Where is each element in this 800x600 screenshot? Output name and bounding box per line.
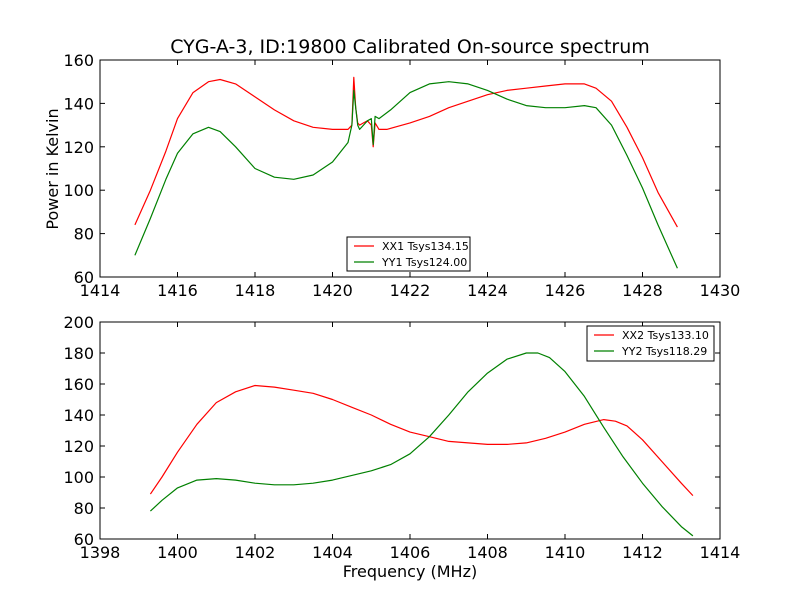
x-tick-label: 1418 — [235, 281, 276, 300]
y-axis-title-top: Power in Kelvin — [43, 108, 62, 229]
x-tick-label: 1414 — [80, 281, 121, 300]
x-tick-label: 1420 — [312, 281, 353, 300]
x-tick-label: 1402 — [235, 543, 276, 562]
x-tick-label: 1428 — [622, 281, 663, 300]
x-tick-label: 1404 — [312, 543, 353, 562]
legend-label: XX1 Tsys134.15 — [382, 240, 469, 253]
series-line-xx — [134, 76, 678, 228]
series-line-xx — [149, 384, 694, 497]
series-line-yy — [149, 352, 694, 537]
x-tick-label: 1414 — [700, 543, 741, 562]
y-tick-label: 100 — [63, 468, 94, 487]
x-tick-label: 1416 — [157, 281, 198, 300]
y-tick-label: 120 — [63, 138, 94, 157]
x-tick-label: 1426 — [545, 281, 586, 300]
y-tick-label: 100 — [63, 181, 94, 200]
y-tick-label: 200 — [63, 313, 94, 332]
x-tick-label: 1408 — [467, 543, 508, 562]
y-tick-label: 180 — [63, 344, 94, 363]
y-tick-label: 60 — [74, 530, 94, 549]
x-tick-label: 1430 — [700, 281, 741, 300]
y-tick-label: 120 — [63, 437, 94, 456]
y-tick-label: 140 — [63, 94, 94, 113]
x-axis-title-bottom: Frequency (MHz) — [343, 562, 477, 581]
x-tick-label: 1424 — [467, 281, 508, 300]
legend-box — [586, 325, 715, 362]
legend-label: XX2 Tsys133.10 — [622, 329, 709, 342]
series-line-yy — [134, 81, 678, 269]
x-tick-label: 1400 — [157, 543, 198, 562]
y-tick-label: 80 — [74, 499, 94, 518]
bottom-panel: 1398 1400 1402 1404 1406 1408 1410 1412 1414 60 80… — [63, 313, 740, 562]
legend: XX1 Tsys134.15 YY1 Tsys124.00 — [346, 236, 471, 272]
x-tick-label: 1398 — [80, 543, 121, 562]
legend-box — [346, 236, 471, 272]
y-tick-label: 160 — [63, 375, 94, 394]
legend-label: YY1 Tsys124.00 — [381, 256, 467, 269]
x-tick-label: 1406 — [390, 543, 431, 562]
legend: XX2 Tsys133.10 YY2 Tsys118.29 — [586, 325, 715, 362]
top-panel: 1414 1416 1418 1420 1422 1424 1426 1428 1430 60 80… — [63, 51, 740, 300]
y-tick-label: 160 — [63, 51, 94, 70]
chart-title: CYG-A-3, ID:19800 Calibrated On-source s… — [170, 36, 650, 58]
y-tick-label: 80 — [74, 225, 94, 244]
y-tick-label: 140 — [63, 406, 94, 425]
x-tick-label: 1412 — [622, 543, 663, 562]
x-tick-label: 1422 — [390, 281, 431, 300]
y-tick-label: 60 — [74, 268, 94, 287]
legend-label: YY2 Tsys118.29 — [621, 345, 707, 358]
x-tick-label: 1410 — [545, 543, 586, 562]
